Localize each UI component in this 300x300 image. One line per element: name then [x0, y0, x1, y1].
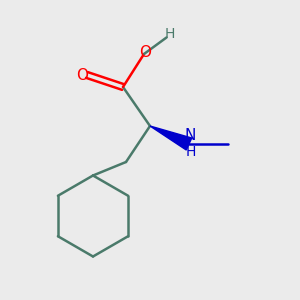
Text: H: H: [185, 145, 196, 158]
Polygon shape: [150, 126, 192, 150]
Text: N: N: [185, 128, 196, 143]
Text: O: O: [76, 68, 88, 82]
Text: O: O: [140, 45, 152, 60]
Text: H: H: [164, 28, 175, 41]
